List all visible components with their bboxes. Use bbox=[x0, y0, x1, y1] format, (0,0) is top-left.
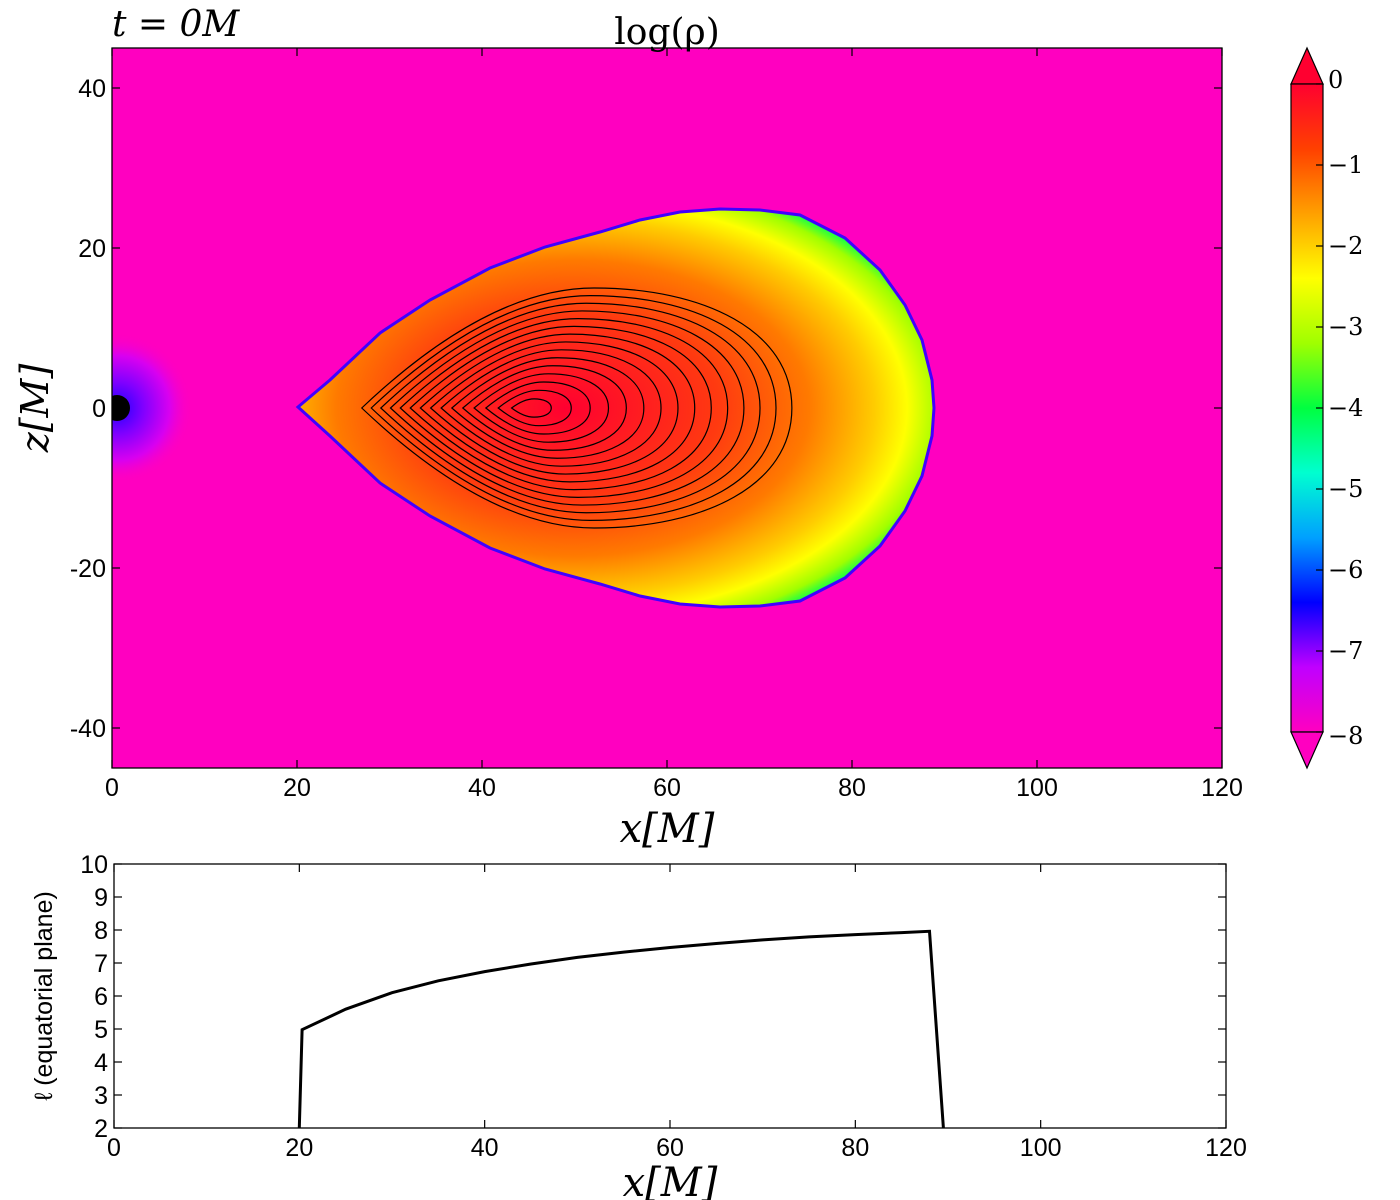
density-contour bbox=[389, 310, 745, 506]
density-contour bbox=[450, 357, 645, 459]
angular-momentum-line bbox=[297, 929, 945, 1128]
angular-momentum-ticks: 0 20 40 60 80 100 120 10 9 8 7 6 5 4 3 2 bbox=[80, 851, 1247, 1162]
colorbar-tick-label: −3 bbox=[1328, 313, 1363, 341]
bottom-x-tick-label: 60 bbox=[656, 1134, 684, 1162]
colorbar-tick-label: −1 bbox=[1328, 151, 1363, 179]
colorbar-extend-max bbox=[1290, 46, 1324, 85]
bottom-x-tick-label: 100 bbox=[1020, 1134, 1062, 1162]
colorbar-tick-label: −6 bbox=[1328, 556, 1363, 584]
density-contour bbox=[429, 341, 679, 475]
top-x-tick-label: 20 bbox=[283, 774, 311, 802]
bottom-y-tick-label: 6 bbox=[94, 983, 108, 1011]
density-contour bbox=[409, 325, 712, 491]
density-contour bbox=[399, 318, 729, 498]
bottom-x-tick-label: 20 bbox=[285, 1134, 313, 1162]
colorbar-extend-min bbox=[1290, 731, 1324, 770]
black-hole-halo bbox=[112, 333, 192, 483]
bottom-y-tick-label: 8 bbox=[94, 917, 108, 945]
bottom-x-tick-label: 0 bbox=[107, 1134, 121, 1162]
black-hole bbox=[112, 395, 130, 421]
colorbar: 0 −1 −2 −3 −4 −5 −6 −7 −8 bbox=[1290, 46, 1363, 770]
colorbar-tick-label: −7 bbox=[1328, 637, 1363, 665]
bottom-y-tick-label: 7 bbox=[94, 950, 108, 978]
top-x-tick-label: 60 bbox=[653, 774, 681, 802]
bottom-y-axis-label: ℓ (equatorial plane) bbox=[30, 891, 58, 1101]
bottom-y-tick-label: 3 bbox=[94, 1082, 108, 1110]
bottom-x-axis-label: x[M] bbox=[623, 1160, 718, 1200]
colorbar-tick-label: −8 bbox=[1328, 722, 1363, 750]
density-contour bbox=[461, 365, 627, 451]
colorbar-tick-label: −4 bbox=[1328, 394, 1363, 422]
density-contour bbox=[440, 349, 662, 467]
top-y-tick-label: 0 bbox=[92, 395, 106, 423]
top-x-tick-label: 100 bbox=[1016, 774, 1058, 802]
density-contour bbox=[473, 373, 610, 443]
colorbar-tick-label: −5 bbox=[1328, 475, 1363, 503]
bottom-y-tick-label: 4 bbox=[94, 1049, 108, 1077]
bottom-x-tick-label: 40 bbox=[471, 1134, 499, 1162]
colorbar-ticks: 0 −1 −2 −3 −4 −5 −6 −7 −8 bbox=[1316, 66, 1363, 750]
angular-momentum-panel: 0 20 40 60 80 100 120 10 9 8 7 6 5 4 3 2 x[M] ℓ (equato… bbox=[30, 851, 1247, 1200]
time-label: t = 0M bbox=[112, 4, 240, 45]
bottom-y-tick-label: 5 bbox=[94, 1016, 108, 1044]
colorbar-tick-label: 0 bbox=[1328, 66, 1343, 94]
colorbar-tick-label: −2 bbox=[1328, 232, 1363, 260]
top-y-tick-label: -40 bbox=[70, 715, 106, 743]
top-y-tick-label: 40 bbox=[78, 75, 106, 103]
density-contour bbox=[419, 333, 696, 483]
bottom-x-tick-label: 80 bbox=[841, 1134, 869, 1162]
top-x-tick-label: 40 bbox=[468, 774, 496, 802]
top-y-tick-label: -20 bbox=[70, 555, 106, 583]
density-contours bbox=[360, 287, 793, 529]
density-title: log(ρ) bbox=[614, 12, 720, 53]
density-contour bbox=[484, 381, 591, 435]
top-x-axis-label: x[M] bbox=[620, 806, 715, 852]
top-x-tick-label: 80 bbox=[838, 774, 866, 802]
density-contour bbox=[370, 295, 777, 521]
top-x-tick-label: 0 bbox=[105, 774, 119, 802]
torus-boundary bbox=[295, 207, 936, 609]
density-contour bbox=[360, 287, 793, 529]
bottom-y-tick-label: 9 bbox=[94, 884, 108, 912]
density-contour bbox=[497, 389, 572, 427]
density-contour bbox=[510, 398, 552, 418]
density-contour bbox=[379, 302, 761, 514]
angular-momentum-frame bbox=[113, 863, 1227, 1129]
top-x-tick-label: 120 bbox=[1201, 774, 1243, 802]
bottom-y-tick-label: 10 bbox=[80, 851, 108, 879]
density-map-panel: 0 20 40 60 80 100 120 40 20 0 -20 -40 t = 0M log(ρ)… bbox=[13, 4, 1243, 852]
top-y-axis-label: z[M] bbox=[13, 364, 57, 454]
bottom-x-tick-label: 120 bbox=[1205, 1134, 1247, 1162]
density-map-ticks: 0 20 40 60 80 100 120 40 20 0 -20 -40 bbox=[70, 48, 1243, 802]
bottom-y-tick-label: 2 bbox=[94, 1115, 108, 1143]
top-y-tick-label: 20 bbox=[78, 235, 106, 263]
